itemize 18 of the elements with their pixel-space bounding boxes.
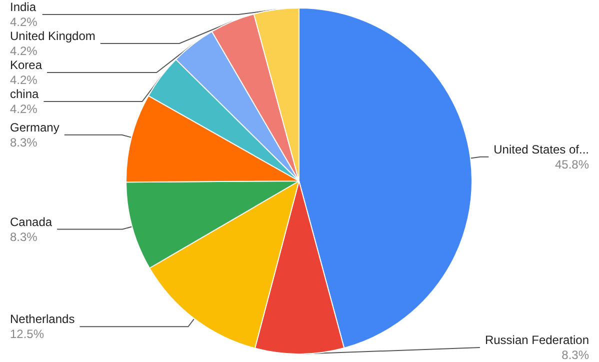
slice-label: china: [10, 87, 40, 101]
data-label: 4.2%: [10, 44, 38, 58]
slice-label: United Kingdom: [10, 29, 96, 43]
slice-label: Netherlands: [10, 312, 75, 326]
slice-label: Russian Federation: [484, 333, 589, 347]
data-label: 4.2%: [10, 73, 38, 87]
slice-label: Korea: [10, 58, 42, 72]
slice-label: United States of...: [494, 142, 589, 156]
data-label: 12.5%: [10, 327, 44, 342]
data-label: 4.2%: [10, 102, 38, 116]
data-label: 8.3%: [10, 135, 38, 150]
data-label: 4.2%: [10, 15, 38, 29]
data-label: 8.3%: [562, 348, 590, 362]
data-label: 45.8%: [554, 157, 590, 172]
slice-label: India: [10, 0, 36, 14]
slice-label: Canada: [10, 214, 52, 229]
data-label: 8.3%: [10, 230, 38, 244]
slice-label: Germany: [10, 120, 60, 134]
